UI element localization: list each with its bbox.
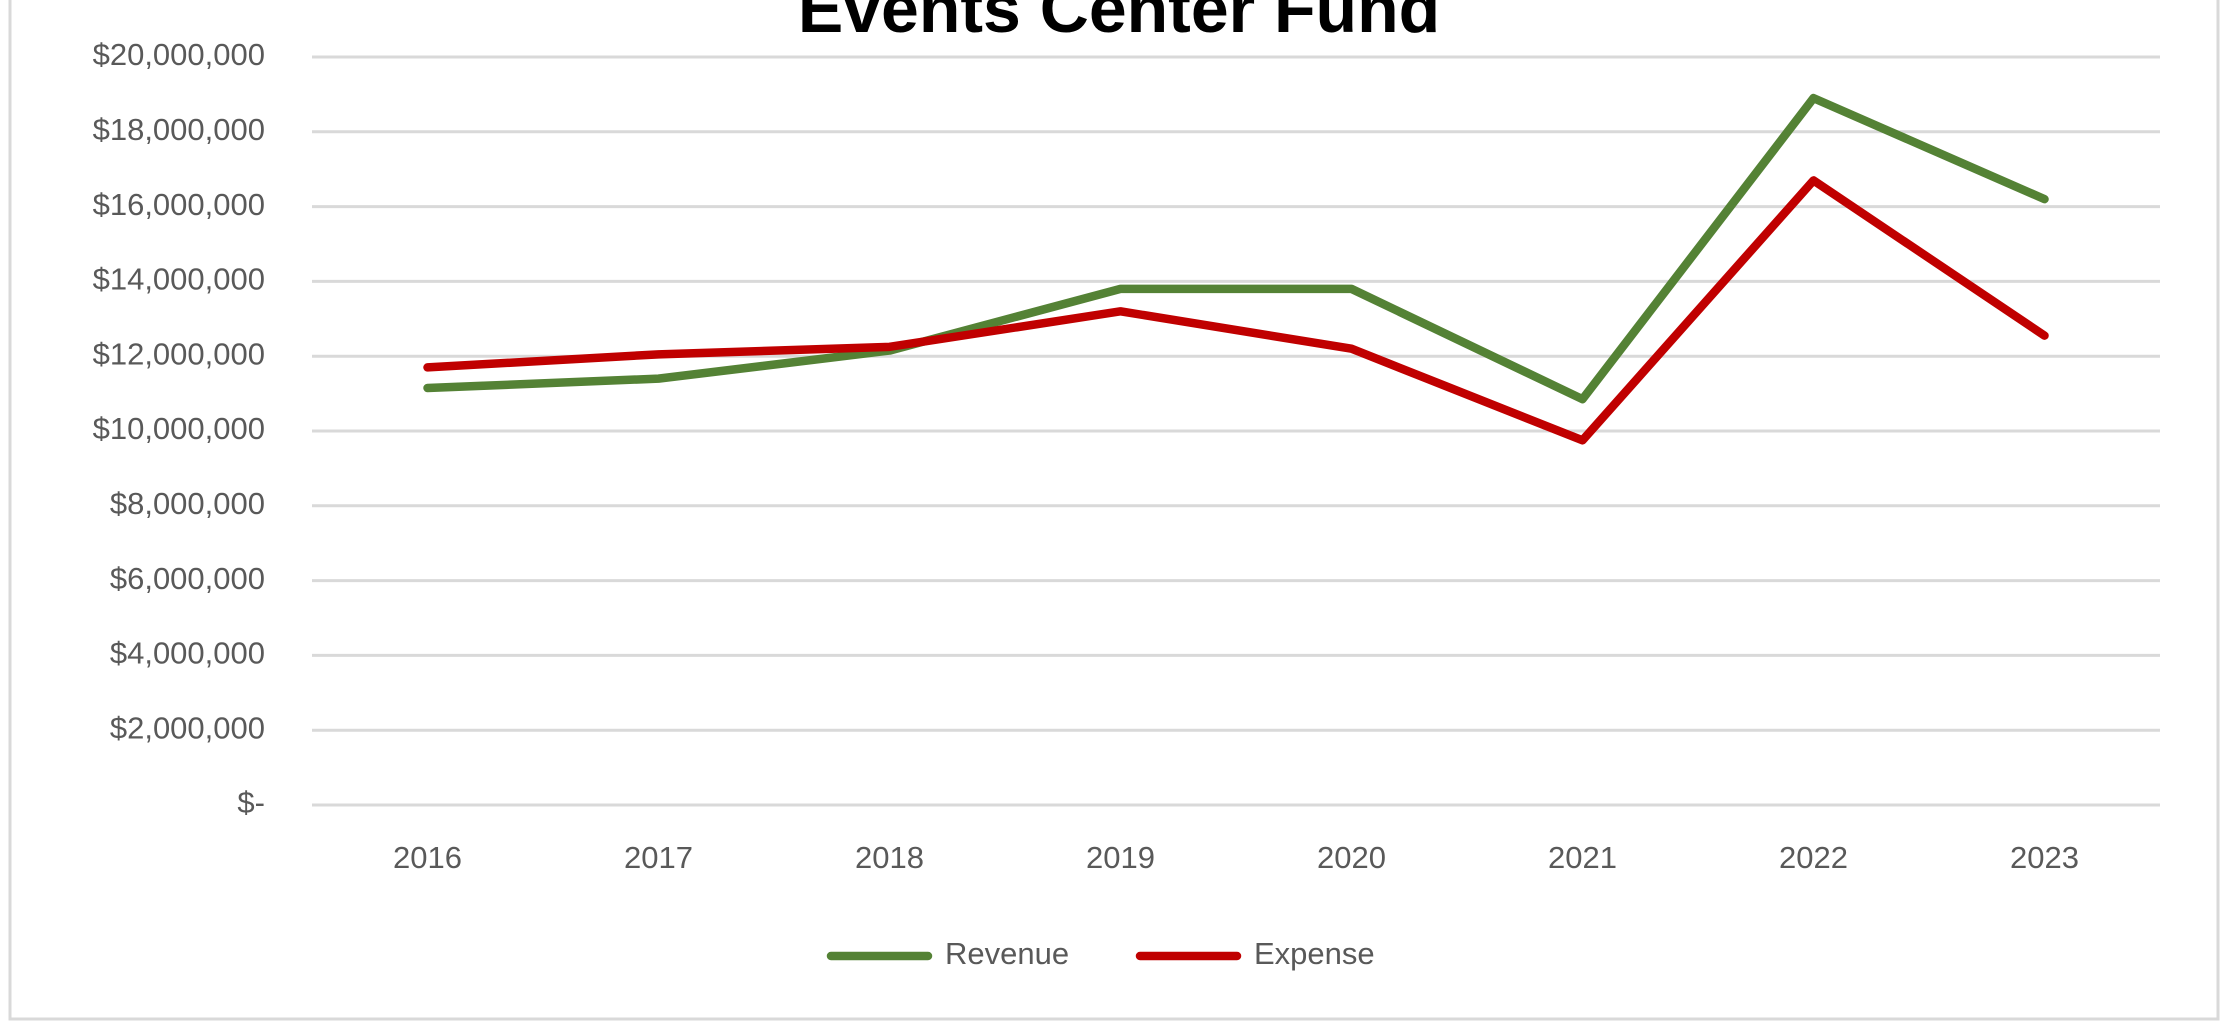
- y-tick-label: $4,000,000: [110, 636, 265, 671]
- legend-label: Expense: [1254, 936, 1375, 971]
- x-tick-label: 2019: [1086, 840, 1155, 875]
- y-tick-label: $6,000,000: [110, 561, 265, 596]
- x-tick-label: 2018: [855, 840, 924, 875]
- x-tick-label: 2021: [1548, 840, 1617, 875]
- x-tick-label: 2022: [1779, 840, 1848, 875]
- x-tick-label: 2020: [1317, 840, 1386, 875]
- chart-title: Events Center Fund: [798, 0, 1440, 47]
- y-tick-label: $2,000,000: [110, 710, 265, 745]
- chart-border: [8, 0, 2220, 1021]
- series-line: [423, 93, 2049, 404]
- y-tick-label: $8,000,000: [110, 486, 265, 521]
- x-tick-label: 2017: [624, 840, 693, 875]
- x-tick-label: 2016: [393, 840, 462, 875]
- y-tick-label: $10,000,000: [93, 411, 265, 446]
- y-tick-label: $20,000,000: [93, 37, 265, 72]
- y-tick-label: $12,000,000: [93, 336, 265, 371]
- y-tick-label: $18,000,000: [93, 112, 265, 147]
- y-tick-label: $-: [237, 785, 265, 820]
- y-tick-label: $14,000,000: [93, 262, 265, 297]
- x-tick-label: 2023: [2010, 840, 2079, 875]
- legend-label: Revenue: [945, 936, 1069, 971]
- series-line: [423, 176, 2049, 445]
- y-tick-label: $16,000,000: [93, 187, 265, 222]
